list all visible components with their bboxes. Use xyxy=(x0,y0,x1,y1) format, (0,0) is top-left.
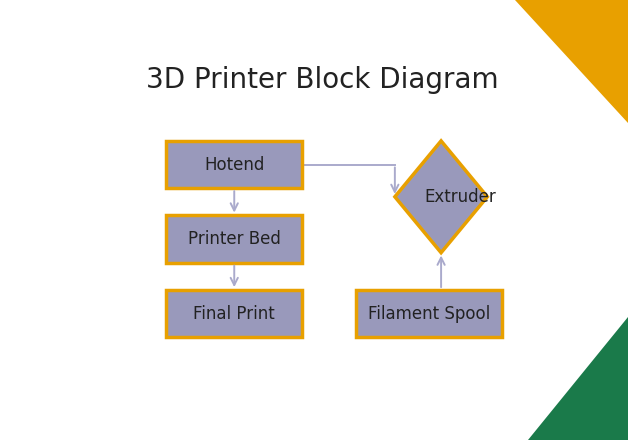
FancyBboxPatch shape xyxy=(166,216,303,263)
FancyBboxPatch shape xyxy=(166,141,303,188)
Text: Printer Bed: Printer Bed xyxy=(188,230,281,248)
FancyBboxPatch shape xyxy=(356,290,502,337)
Text: Final Print: Final Print xyxy=(193,304,275,323)
Text: Hotend: Hotend xyxy=(204,156,264,174)
Text: Extruder: Extruder xyxy=(425,188,497,206)
Polygon shape xyxy=(395,141,487,253)
FancyBboxPatch shape xyxy=(166,290,303,337)
Text: 3D Printer Block Diagram: 3D Printer Block Diagram xyxy=(146,66,498,94)
Text: Filament Spool: Filament Spool xyxy=(368,304,490,323)
